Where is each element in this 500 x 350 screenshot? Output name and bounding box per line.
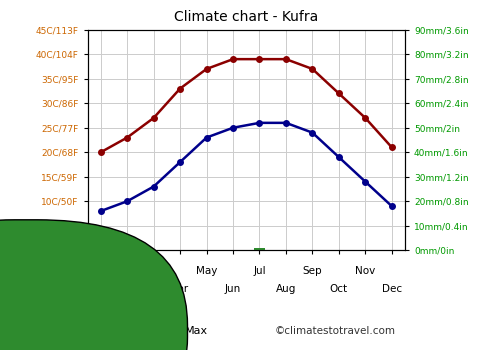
Text: —●—: —●— [148,326,176,336]
Text: Max: Max [185,326,208,336]
Text: Jul: Jul [253,266,266,276]
Text: Jun: Jun [225,284,241,294]
Text: Min: Min [105,326,125,336]
Text: —●—: —●— [68,326,96,336]
Text: Nov: Nov [355,266,376,276]
Text: Dec: Dec [382,284,402,294]
Text: Feb: Feb [118,284,137,294]
Text: Mar: Mar [144,266,164,276]
Bar [254,248,265,250]
Text: Jan: Jan [92,266,108,276]
Text: Sep: Sep [302,266,322,276]
Text: May: May [196,266,217,276]
Text: ©climatestotravel.com: ©climatestotravel.com [275,326,396,336]
Text: Aug: Aug [276,284,296,294]
Text: Apr: Apr [171,284,189,294]
Title: Climate chart - Kufra: Climate chart - Kufra [174,10,318,25]
Text: Prec: Prec [42,326,66,336]
Text: Oct: Oct [330,284,348,294]
